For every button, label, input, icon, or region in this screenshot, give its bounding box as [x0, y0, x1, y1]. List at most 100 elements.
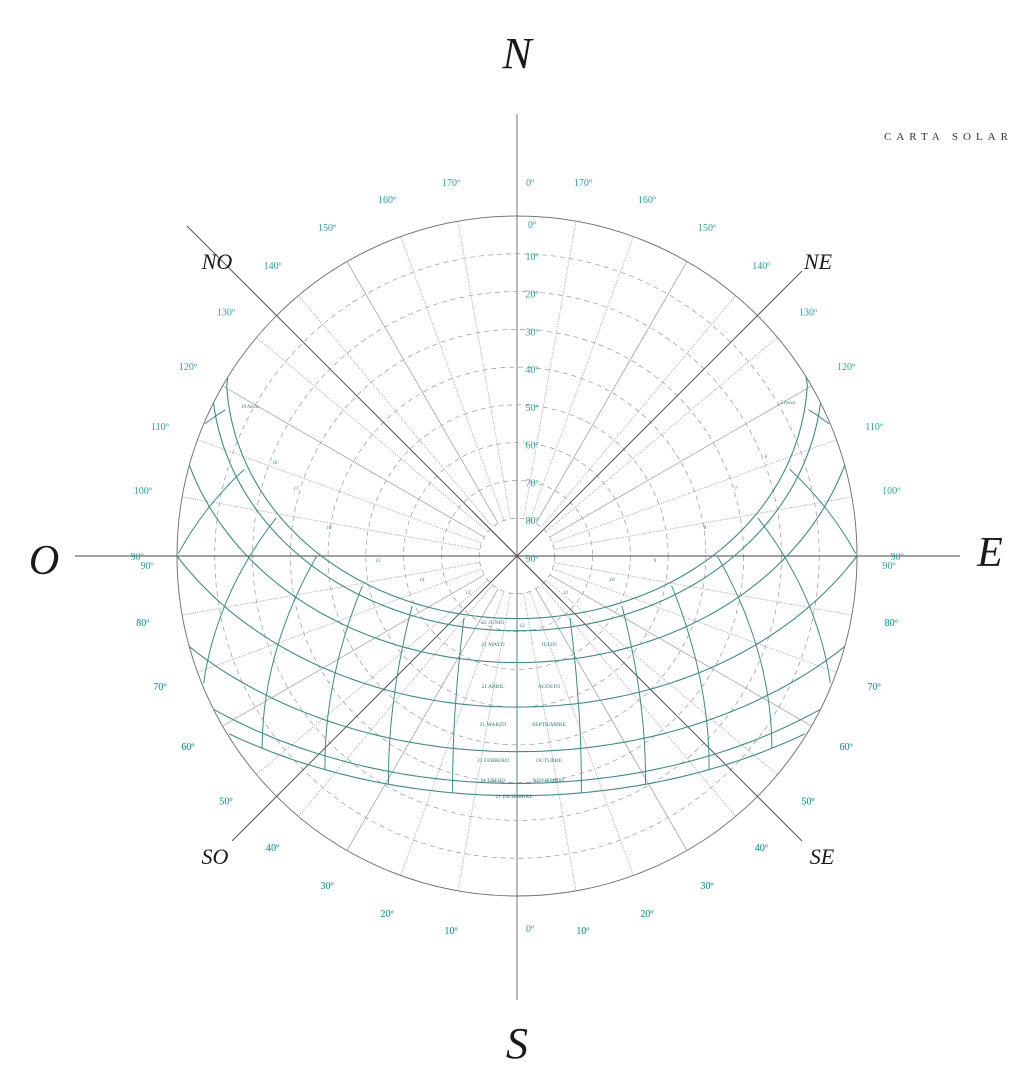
azimuth-line [529, 591, 634, 876]
azimuth-label: 80º [885, 618, 898, 629]
cardinal-so: SO [202, 844, 229, 869]
azimuth-label: 0º [526, 178, 534, 189]
azimuth-label: 50º [219, 796, 232, 807]
azimuth-label: 20º [380, 909, 393, 920]
azimuth-label: 10º [576, 926, 589, 937]
altitude-label: 40º [525, 365, 538, 376]
month-label: SEPTIEMBRE [532, 722, 566, 728]
declination-curve [226, 377, 808, 620]
hour-label: 17 [294, 487, 300, 492]
azimuth-label: 170º [574, 178, 592, 189]
azimuth-label: 120º [837, 362, 855, 373]
azimuth-label: 110º [865, 422, 883, 433]
azimuth-label: 170º [442, 178, 460, 189]
cardinal-n: N [501, 29, 534, 78]
chart-title: CARTA SOLAR [884, 131, 1013, 143]
azimuth-line [346, 261, 499, 524]
azimuth-label: 40º [266, 843, 279, 854]
azimuth-line [182, 562, 480, 616]
hour-line [808, 409, 830, 425]
azimuth-label: 10º [444, 926, 457, 937]
cardinal-ne: NE [803, 249, 833, 274]
hour-label: 7 [735, 487, 738, 492]
azimuth-line [298, 295, 493, 528]
azimuth-label: 50º [802, 796, 815, 807]
hour-label: 15 [376, 559, 382, 564]
azimuth-label: 50º [219, 796, 232, 807]
hour-label: 8 [704, 526, 707, 531]
azimuth-label: 20º [380, 909, 393, 920]
azimuth-label: 30º [320, 881, 333, 892]
azimuth-label: 90º [130, 552, 143, 563]
azimuth-line [554, 562, 852, 616]
month-label: JULIO [541, 642, 556, 648]
azimuth-label: 60º [840, 742, 853, 753]
hour-label: 18 [273, 461, 279, 466]
altitude-label: 90º [525, 554, 538, 565]
azimuth-label: 20º [640, 909, 653, 920]
hour-label: 16 [327, 526, 333, 531]
cardinal-e: E [976, 530, 1003, 576]
cardinal-no: NO [201, 249, 233, 274]
altitude-label: 50º [525, 403, 538, 414]
azimuth-label: 90º [882, 561, 895, 572]
month-label: 21 MARZO [480, 722, 507, 728]
hour-label: 12 [520, 624, 526, 629]
azimuth-label: 70º [868, 682, 881, 693]
month-label: 21 DICIEMBRE [495, 794, 533, 800]
month-label: 21 FEBRERO [477, 758, 509, 764]
azimuth-line [182, 496, 480, 550]
azimuth-label: 80º [885, 618, 898, 629]
hour-label: 11 [564, 591, 569, 596]
azimuth-label: 50º [802, 796, 815, 807]
azimuth-line [535, 261, 688, 524]
hour-line [261, 556, 317, 749]
hour-line [388, 605, 413, 785]
month-label: 21 ENERO [480, 778, 505, 784]
azimuth-label: 160º [638, 195, 656, 206]
month-label: 21 ABRIL [481, 684, 505, 690]
hour-label: 13 [466, 591, 472, 596]
azimuth-label: 150º [318, 223, 336, 234]
azimuth-line [346, 588, 499, 851]
hour-line [324, 585, 363, 770]
hour-label: 10 [610, 578, 616, 583]
month-label: 21 MAYO [481, 642, 504, 648]
hour-line [569, 617, 582, 793]
azimuth-line [535, 588, 688, 851]
hour-label: 19 horas [241, 405, 259, 410]
azimuth-label: 90º [890, 552, 903, 563]
azimuth-line [457, 593, 511, 891]
azimuth-label: 40º [266, 843, 279, 854]
hour-label: 5 horas [780, 401, 795, 406]
azimuth-label: 120º [179, 362, 197, 373]
altitude-label: 80º [525, 516, 538, 527]
hour-line [203, 517, 277, 684]
azimuth-label: 20º [640, 909, 653, 920]
azimuth-label: 60º [840, 742, 853, 753]
azimuth-label: 60º [181, 742, 194, 753]
azimuth-label: 90º [140, 561, 153, 572]
hour-line [621, 605, 646, 785]
hour-line [671, 585, 710, 770]
hour-line [204, 409, 226, 425]
azimuth-label: 70º [153, 682, 166, 693]
azimuth-line [549, 574, 812, 727]
azimuth-label: 30º [700, 881, 713, 892]
altitude-label: 0º [528, 220, 536, 231]
altitude-label: 20º [525, 290, 538, 301]
azimuth-label: 140º [752, 261, 770, 272]
cardinal-s: S [506, 1019, 528, 1068]
azimuth-label: 40º [755, 843, 768, 854]
azimuth-label: 10º [576, 926, 589, 937]
azimuth-label: 130º [799, 308, 817, 319]
azimuth-label: 30º [320, 881, 333, 892]
cardinal-o: O [29, 538, 59, 584]
month-label: AGOSTO [538, 684, 560, 690]
azimuth-label: 100º [882, 486, 900, 497]
azimuth-label: 40º [755, 843, 768, 854]
azimuth-label: 30º [700, 881, 713, 892]
altitude-label: 60º [525, 441, 538, 452]
azimuth-line [549, 385, 812, 538]
